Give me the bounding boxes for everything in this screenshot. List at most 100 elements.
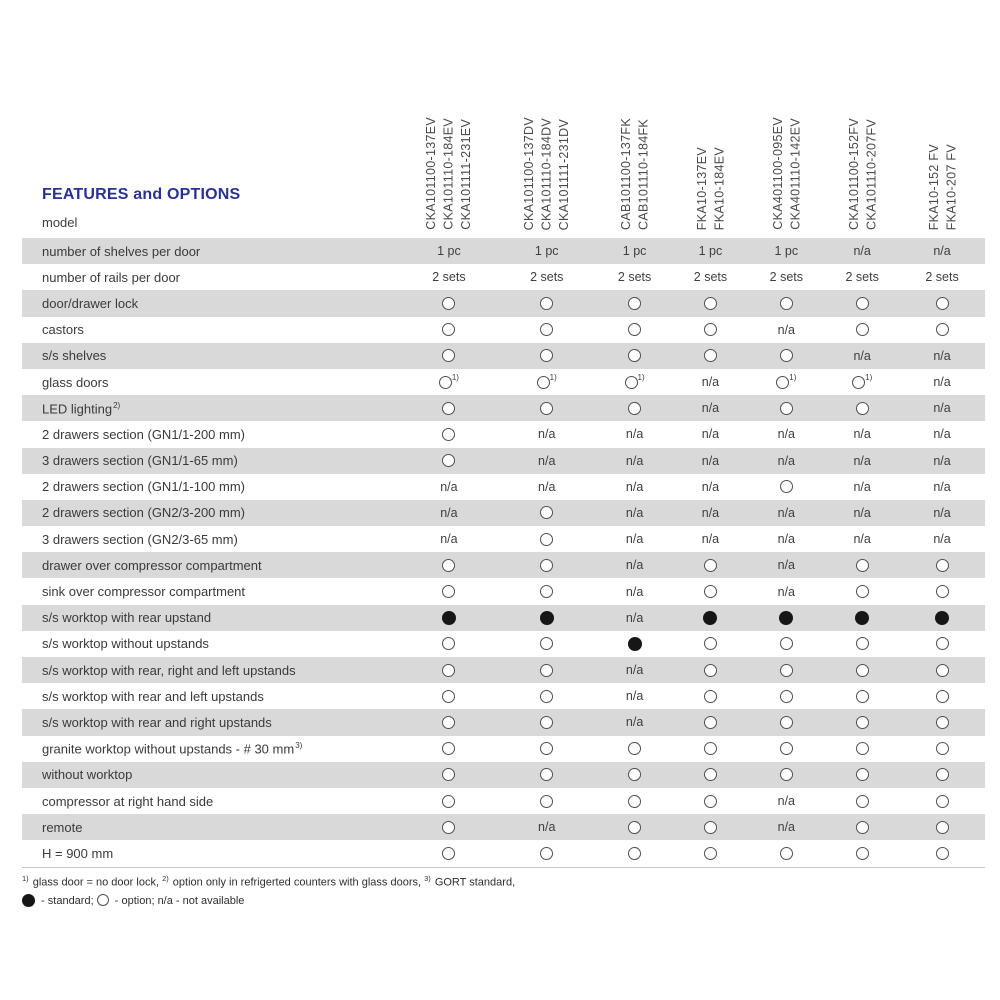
value-cell: [899, 768, 985, 782]
table-row: number of rails per door 2 sets 2 sets 2 se…: [22, 264, 985, 290]
option-circle-icon: [703, 715, 717, 729]
value-cell: [674, 689, 748, 703]
value-cell: 1): [825, 373, 899, 389]
option-circle-icon: [855, 558, 869, 572]
column-header: CKA101100-137DV CKA101110-184DV CKA101111-…: [498, 117, 596, 234]
option-circle-icon: [935, 742, 949, 756]
option-circle-icon: [628, 323, 642, 337]
model-numbers: CKA401100-095EV CKA401110-142EV: [770, 117, 805, 230]
row-label: compressor at right hand side: [42, 793, 214, 809]
option-circle-icon: [628, 742, 642, 756]
table-row: compressor at right hand side n/a: [22, 788, 985, 814]
option-circle-icon: [852, 375, 866, 389]
option-circle-icon: [442, 296, 456, 310]
value-cell: n/a: [538, 453, 556, 468]
value-cell: [498, 296, 596, 310]
value-cell: [747, 480, 825, 494]
value-cell: [825, 558, 899, 572]
row-label: s/s worktop with rear and left upstands: [42, 688, 264, 704]
row-label: s/s worktop without upstands: [42, 636, 209, 652]
value-cell: [400, 454, 498, 468]
value-cell: [899, 637, 985, 651]
footnote-line2: - standard; - option; n/a - not availabl…: [22, 893, 515, 910]
value-cell: [596, 846, 674, 860]
option-circle-icon: [855, 401, 869, 415]
value-cell: [747, 349, 825, 363]
option-circle-icon: [442, 427, 456, 441]
value-cell: n/a: [625, 479, 644, 494]
option-circle-icon: [779, 846, 793, 860]
model-number: CKA101100-137DV: [521, 116, 536, 230]
table-row: drawer over compressor compartment n/a n/a: [22, 552, 985, 579]
value-cell: n/a: [625, 689, 644, 704]
value-cell: [596, 349, 674, 363]
value-cell: [674, 846, 748, 860]
option-circle-icon: [779, 689, 793, 703]
option-circle-icon: [855, 637, 869, 651]
option-circle-icon: [703, 585, 717, 599]
value-cell: [400, 558, 498, 572]
table-row: number of shelves per door 1 pc 1 pc 1 pc 1 …: [22, 238, 985, 265]
value-cell: [899, 610, 985, 625]
option-circle-icon: [540, 742, 554, 756]
option-circle-icon: [703, 794, 717, 808]
value-cell: n/a: [625, 663, 644, 678]
column-header: CAB101100-137FK CAB101110-184FK: [596, 118, 674, 234]
value-cell: 2 sets: [530, 270, 564, 285]
value-cell: [498, 663, 596, 677]
option-circle-icon: [855, 585, 869, 599]
option-circle-icon: [779, 715, 793, 729]
row-label: 2 drawers section (GN1/1-100 mm): [42, 479, 246, 495]
value-cell: [498, 742, 596, 756]
table-row: 2 drawers section (GN1/1-100 mm) n/a n/a n/…: [22, 474, 985, 500]
option-circle-icon: [540, 768, 554, 782]
option-circle-icon: [442, 742, 456, 756]
value-cell: [498, 323, 596, 337]
value-cell: [674, 794, 748, 808]
row-label: s/s worktop with rear upstand: [42, 610, 212, 626]
value-cell: n/a: [625, 584, 644, 599]
table-row: 2 drawers section (GN1/1-200 mm) n/a n/a n/…: [22, 421, 985, 447]
model-number: CKA101110-184EV: [441, 118, 456, 230]
option-circle-icon: [855, 663, 869, 677]
value-cell: n/a: [701, 479, 720, 494]
value-cell: [899, 323, 985, 337]
value-cell: 1): [400, 373, 498, 389]
option-circle-icon: [628, 820, 642, 834]
value-cell: n/a: [625, 532, 644, 547]
value-cell: 1 pc: [437, 244, 461, 259]
option-circle-icon: [935, 296, 949, 310]
value-cell: n/a: [777, 505, 796, 520]
option-circle-icon: [442, 637, 456, 651]
value-cell: n/a: [440, 479, 458, 494]
value-cell: [899, 558, 985, 572]
value-cell: [596, 794, 674, 808]
value-cell: 1 pc: [774, 244, 799, 259]
option-circle-icon: [540, 532, 554, 546]
value-cell: [674, 768, 748, 782]
option-circle-icon: [776, 375, 790, 389]
value-cell: n/a: [933, 453, 951, 468]
option-circle-icon: [442, 715, 456, 729]
option-circle-icon: [703, 846, 717, 860]
value-cell: n/a: [853, 427, 871, 442]
value-cell: n/a: [933, 479, 951, 494]
option-circle-icon: [442, 401, 456, 415]
row-label: glass doors: [42, 374, 109, 390]
value-cell: [825, 610, 899, 625]
value-cell: [498, 401, 596, 415]
standard-dot-icon: [855, 610, 870, 625]
table-row: H = 900 mm: [22, 840, 985, 866]
column-header: FKA10-137EV FKA10-184EV: [674, 147, 748, 234]
value-cell: n/a: [777, 322, 796, 337]
option-circle-icon: [536, 375, 550, 389]
value-cell: [400, 323, 498, 337]
value-cell: 2 sets: [845, 270, 879, 285]
value-cell: [825, 585, 899, 599]
value-cell: n/a: [933, 427, 951, 442]
value-cell: [899, 689, 985, 703]
header-spacer: [22, 233, 400, 234]
option-circle-icon: [442, 663, 456, 677]
value-cell: [400, 349, 498, 363]
value-cell: [498, 715, 596, 729]
